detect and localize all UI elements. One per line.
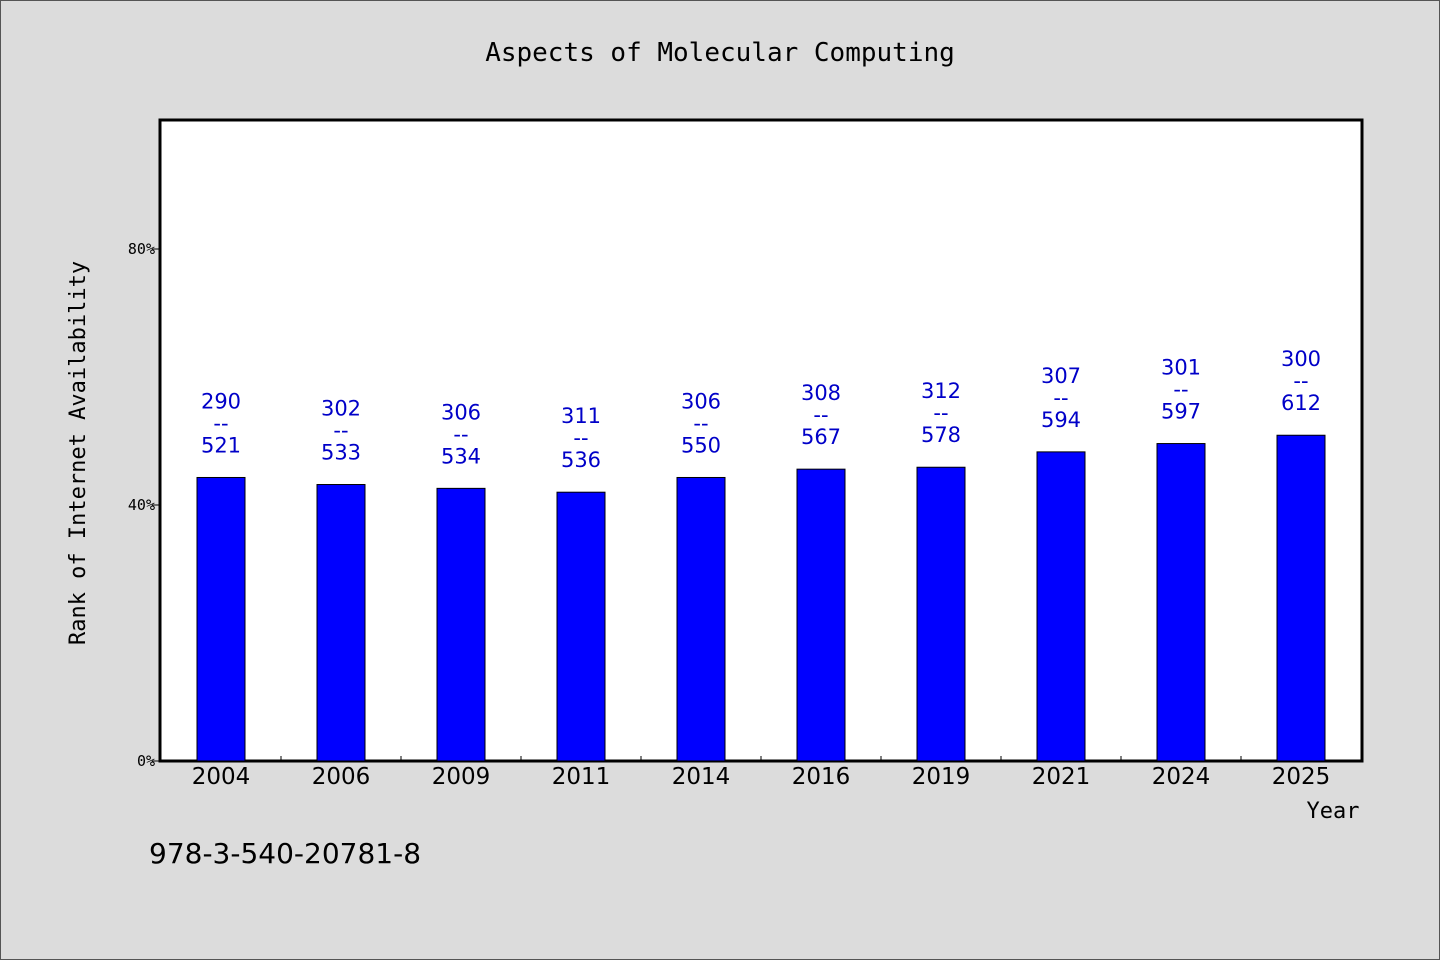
- data-label-bottom: 550: [681, 433, 721, 457]
- x-tick-label: 2004: [192, 764, 251, 790]
- data-label-top: 301: [1161, 356, 1201, 380]
- x-tick-label: 2014: [672, 764, 731, 790]
- x-tick-label: 2009: [432, 764, 491, 790]
- data-label-top: 312: [921, 379, 961, 403]
- y-tick-label: 40%: [128, 496, 155, 514]
- data-label-sep: --: [1173, 378, 1188, 402]
- x-tick-label: 2006: [312, 764, 371, 790]
- y-tick-label: 80%: [128, 240, 155, 258]
- data-label-sep: --: [333, 419, 348, 443]
- data-label-top: 311: [561, 404, 601, 428]
- data-label-sep: --: [1293, 369, 1308, 393]
- y-tick-label: 0%: [137, 752, 155, 770]
- y-axis-ticks: 0% 40% 80%: [128, 240, 161, 770]
- data-label-top: 302: [321, 397, 361, 421]
- data-label-bottom: 594: [1041, 408, 1081, 432]
- isbn-text: 978-3-540-20781-8: [149, 837, 421, 870]
- data-label-bottom: 521: [201, 433, 241, 457]
- data-label-top: 300: [1281, 347, 1321, 371]
- data-label-top: 290: [201, 389, 241, 413]
- bar-2021: [1036, 451, 1086, 762]
- data-labels: 290--521302--533306--534311--536306--550…: [201, 347, 1321, 472]
- x-tick-label: 2016: [792, 764, 851, 790]
- data-label-sep: --: [453, 422, 468, 446]
- data-label-top: 306: [681, 389, 721, 413]
- bar-2014: [676, 476, 726, 762]
- bars-group: [196, 434, 1326, 762]
- x-tick-label: 2024: [1152, 764, 1211, 790]
- data-label-bottom: 578: [921, 423, 961, 447]
- data-label-sep: --: [933, 401, 948, 425]
- data-label-bottom: 612: [1281, 391, 1321, 415]
- x-tick-label: 2021: [1032, 764, 1091, 790]
- bar-2025: [1276, 434, 1326, 762]
- data-label-bottom: 536: [561, 448, 601, 472]
- data-label-top: 306: [441, 400, 481, 424]
- chart-title: Aspects of Molecular Computing: [485, 38, 955, 68]
- bar-2016: [796, 468, 846, 762]
- bar-2004: [196, 476, 246, 762]
- data-label-top: 307: [1041, 364, 1081, 388]
- data-label-bottom: 533: [321, 441, 361, 465]
- data-label-sep: --: [213, 411, 228, 435]
- bar-2006: [316, 484, 366, 762]
- data-label-sep: --: [813, 403, 828, 427]
- x-tick-label: 2019: [912, 764, 971, 790]
- bar-2011: [556, 491, 606, 762]
- data-label-sep: --: [693, 411, 708, 435]
- data-label-bottom: 534: [441, 444, 481, 468]
- bar-2024: [1156, 443, 1206, 762]
- data-label-bottom: 597: [1161, 400, 1201, 424]
- x-tick-label: 2011: [552, 764, 611, 790]
- x-axis-label: Year: [1307, 799, 1360, 824]
- data-label-top: 308: [801, 381, 841, 405]
- data-label-sep: --: [1053, 386, 1068, 410]
- x-tick-label: 2025: [1272, 764, 1331, 790]
- x-axis-ticks: 2004 2006 2009 2011 2014 2016 2019 2021 2024 2025: [192, 756, 1331, 790]
- data-label-sep: --: [573, 426, 588, 450]
- y-axis-label: Rank of Internet Availability: [66, 261, 91, 645]
- bar-2009: [436, 487, 486, 762]
- data-label-bottom: 567: [801, 425, 841, 449]
- bar-2019: [916, 466, 966, 762]
